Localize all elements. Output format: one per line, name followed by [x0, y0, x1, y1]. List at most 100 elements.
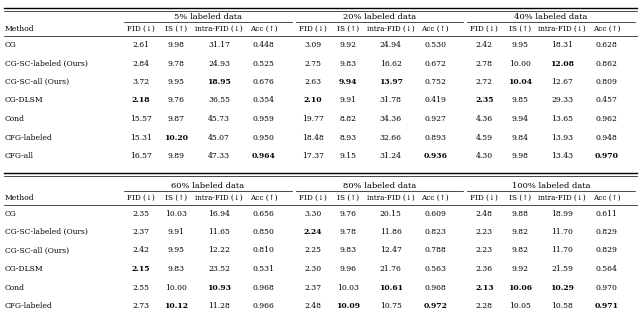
Text: 8.93: 8.93 [340, 133, 356, 142]
Text: 2.13: 2.13 [475, 284, 493, 291]
Text: 0.968: 0.968 [424, 284, 446, 291]
Text: 11.70: 11.70 [552, 228, 573, 236]
Text: 18.95: 18.95 [207, 78, 231, 86]
Text: 20% labeled data: 20% labeled data [343, 13, 416, 21]
Text: 10.03: 10.03 [166, 209, 188, 218]
Text: 40% labeled data: 40% labeled data [515, 13, 588, 21]
Text: 10.12: 10.12 [164, 302, 189, 310]
Text: 12.67: 12.67 [552, 78, 573, 86]
Text: 2.15: 2.15 [132, 265, 150, 273]
Text: 10.61: 10.61 [379, 284, 403, 291]
Text: FID (↓): FID (↓) [299, 193, 326, 202]
Text: 9.92: 9.92 [511, 265, 529, 273]
Text: Method: Method [5, 25, 35, 33]
Text: 11.65: 11.65 [208, 228, 230, 236]
Text: 9.83: 9.83 [168, 265, 185, 273]
Text: 2.61: 2.61 [132, 41, 150, 49]
Text: 9.92: 9.92 [340, 41, 356, 49]
Text: CG-SC-labeled (Ours): CG-SC-labeled (Ours) [5, 59, 88, 68]
Text: intra-FID (↓): intra-FID (↓) [367, 193, 415, 202]
Text: 0.862: 0.862 [596, 59, 618, 68]
Text: 2.37: 2.37 [132, 228, 150, 236]
Text: 0.959: 0.959 [253, 115, 275, 123]
Text: 45.07: 45.07 [208, 133, 230, 142]
Text: 16.94: 16.94 [208, 209, 230, 218]
Text: Acc (↑): Acc (↑) [250, 193, 277, 202]
Text: 15.31: 15.31 [130, 133, 152, 142]
Text: 16.62: 16.62 [380, 59, 402, 68]
Text: 10.00: 10.00 [509, 59, 531, 68]
Text: 18.48: 18.48 [301, 133, 324, 142]
Text: 24.93: 24.93 [208, 59, 230, 68]
Text: 0.525: 0.525 [253, 59, 275, 68]
Text: 3.09: 3.09 [304, 41, 321, 49]
Text: 2.42: 2.42 [476, 41, 493, 49]
Text: 2.75: 2.75 [304, 59, 321, 68]
Text: 13.97: 13.97 [379, 78, 403, 86]
Text: 9.98: 9.98 [511, 152, 529, 160]
Text: 10.03: 10.03 [337, 284, 359, 291]
Text: 9.82: 9.82 [511, 228, 529, 236]
Text: 0.962: 0.962 [596, 115, 618, 123]
Text: FID (↓): FID (↓) [127, 25, 155, 33]
Text: 16.57: 16.57 [130, 152, 152, 160]
Text: IS (↑): IS (↑) [337, 25, 359, 33]
Text: 9.84: 9.84 [511, 133, 529, 142]
Text: 2.73: 2.73 [132, 302, 150, 310]
Text: 13.43: 13.43 [551, 152, 573, 160]
Text: 34.36: 34.36 [380, 115, 402, 123]
Text: 2.63: 2.63 [304, 78, 321, 86]
Text: 0.564: 0.564 [596, 265, 618, 273]
Text: 0.609: 0.609 [424, 209, 446, 218]
Text: 9.85: 9.85 [511, 96, 529, 105]
Text: Acc (↑): Acc (↑) [421, 193, 449, 202]
Text: 10.75: 10.75 [380, 302, 402, 310]
Text: intra-FID (↓): intra-FID (↓) [538, 25, 586, 33]
Text: 8.82: 8.82 [340, 115, 356, 123]
Text: 12.22: 12.22 [208, 246, 230, 255]
Text: 2.55: 2.55 [132, 284, 150, 291]
Text: 10.06: 10.06 [508, 284, 532, 291]
Text: 12.47: 12.47 [380, 246, 402, 255]
Text: 5% labeled data: 5% labeled data [174, 13, 242, 21]
Text: 9.76: 9.76 [168, 96, 185, 105]
Text: FID (↓): FID (↓) [470, 25, 499, 33]
Text: 0.893: 0.893 [424, 133, 446, 142]
Text: IS (↑): IS (↑) [165, 25, 188, 33]
Text: 0.829: 0.829 [596, 246, 618, 255]
Text: 0.457: 0.457 [596, 96, 618, 105]
Text: 100% labeled data: 100% labeled data [512, 181, 591, 190]
Text: intra-FID (↓): intra-FID (↓) [538, 193, 586, 202]
Text: CG-DLSM: CG-DLSM [5, 96, 44, 105]
Text: CG-SC-all (Ours): CG-SC-all (Ours) [5, 78, 69, 86]
Text: 0.628: 0.628 [596, 41, 618, 49]
Text: 9.88: 9.88 [511, 209, 529, 218]
Text: 9.76: 9.76 [340, 209, 356, 218]
Text: 2.10: 2.10 [303, 96, 322, 105]
Text: 31.78: 31.78 [380, 96, 402, 105]
Text: CG: CG [5, 209, 17, 218]
Text: 2.18: 2.18 [132, 96, 150, 105]
Text: 0.950: 0.950 [253, 133, 275, 142]
Text: CFG-labeled: CFG-labeled [5, 133, 52, 142]
Text: 0.354: 0.354 [253, 96, 275, 105]
Text: Acc (↑): Acc (↑) [593, 25, 621, 33]
Text: CG-SC-labeled (Ours): CG-SC-labeled (Ours) [5, 228, 88, 236]
Text: 2.23: 2.23 [476, 246, 493, 255]
Text: 9.98: 9.98 [168, 41, 185, 49]
Text: 17.37: 17.37 [301, 152, 324, 160]
Text: CFG-all: CFG-all [5, 152, 34, 160]
Text: 10.29: 10.29 [550, 284, 574, 291]
Text: IS (↑): IS (↑) [337, 193, 359, 202]
Text: 4.59: 4.59 [476, 133, 493, 142]
Text: 9.83: 9.83 [340, 59, 356, 68]
Text: IS (↑): IS (↑) [509, 25, 531, 33]
Text: 2.28: 2.28 [476, 302, 493, 310]
Text: 0.948: 0.948 [596, 133, 618, 142]
Text: 0.850: 0.850 [253, 228, 275, 236]
Text: 0.563: 0.563 [424, 265, 446, 273]
Text: 13.65: 13.65 [551, 115, 573, 123]
Text: 0.823: 0.823 [424, 228, 446, 236]
Text: 9.89: 9.89 [168, 152, 185, 160]
Text: FID (↓): FID (↓) [299, 25, 326, 33]
